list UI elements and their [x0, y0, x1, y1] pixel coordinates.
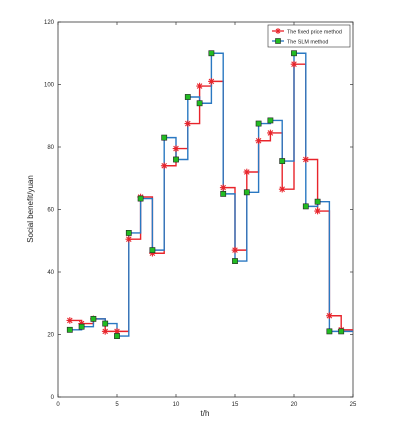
x-tick-label: 20	[291, 402, 298, 408]
data-point-slm	[161, 134, 168, 141]
asterisk-stroke	[196, 83, 203, 89]
data-point-fixed-price	[196, 82, 203, 90]
x-axis-label: t/h	[201, 409, 210, 418]
data-point-fixed-price	[267, 129, 274, 137]
y-axis-label: Social benefit/yuan	[26, 175, 35, 243]
data-point-fixed-price	[255, 137, 262, 145]
asterisk-stroke	[279, 186, 285, 192]
asterisk-stroke	[173, 145, 179, 152]
data-point-fixed-price	[302, 156, 310, 163]
y-tick-label: 120	[44, 20, 55, 26]
data-point-slm	[78, 323, 85, 330]
data-point-slm	[302, 203, 309, 210]
series-markers	[66, 50, 345, 339]
data-point-fixed-price	[66, 317, 74, 324]
data-point-fixed-price	[208, 78, 215, 85]
data-point-slm	[90, 315, 97, 322]
asterisk-stroke	[220, 184, 226, 191]
asterisk-stroke	[291, 61, 297, 67]
asterisk-stroke	[244, 169, 250, 175]
x-tick-label: 0	[56, 402, 60, 408]
x-tick-label: 15	[232, 402, 239, 408]
data-point-slm	[220, 190, 227, 197]
data-point-slm	[243, 189, 250, 196]
legend-entry-fixed-price: The fixed price method	[272, 28, 342, 36]
data-point-slm	[125, 230, 132, 236]
data-point-slm	[267, 117, 274, 124]
asterisk-stroke	[303, 156, 309, 163]
x-tick-label: 10	[173, 402, 180, 408]
y-tick-label: 60	[47, 208, 54, 214]
data-point-slm	[149, 247, 156, 254]
data-point-slm	[314, 198, 321, 205]
data-point-fixed-price	[231, 246, 239, 254]
y-tick-label: 20	[47, 333, 54, 339]
legend-label-fixed-price: The fixed price method	[287, 30, 342, 36]
data-point-slm	[184, 94, 191, 100]
asterisk-stroke	[185, 120, 191, 127]
data-point-fixed-price	[219, 184, 227, 191]
asterisk-stroke	[67, 317, 73, 324]
legend-marker-asterisk-icon	[275, 28, 281, 34]
data-point-fixed-price	[125, 235, 133, 243]
asterisk-stroke	[114, 328, 120, 335]
asterisk-stroke	[255, 137, 262, 144]
data-point-slm	[291, 50, 297, 57]
data-point-fixed-price	[172, 145, 180, 152]
data-point-fixed-price	[243, 168, 251, 176]
data-point-slm	[196, 100, 203, 107]
y-tick-label: 80	[47, 145, 54, 151]
y-tick-label: 100	[44, 83, 55, 89]
data-point-slm	[338, 328, 345, 335]
data-point-fixed-price	[160, 162, 168, 170]
legend-marker-square-icon	[275, 38, 281, 44]
data-point-fixed-price	[326, 312, 333, 320]
data-point-slm	[102, 320, 109, 327]
y-tick-label: 40	[47, 270, 54, 276]
asterisk-stroke	[102, 328, 108, 335]
data-point-slm	[326, 328, 333, 335]
data-point-slm	[279, 158, 286, 164]
x-tick-label: 25	[350, 402, 357, 408]
data-point-slm	[173, 156, 179, 163]
legend-label-slm: The SLM method	[287, 40, 328, 46]
data-point-slm	[114, 333, 120, 339]
asterisk-stroke	[126, 236, 132, 242]
legend-box	[267, 24, 351, 48]
data-point-slm	[66, 326, 73, 333]
asterisk-stroke	[267, 130, 274, 136]
asterisk-stroke	[232, 247, 238, 253]
asterisk-stroke	[161, 162, 167, 169]
asterisk-stroke	[208, 78, 215, 85]
data-point-fixed-price	[290, 60, 298, 68]
legend: The fixed price method The SLM method	[267, 24, 351, 48]
data-point-slm	[137, 195, 144, 202]
data-point-fixed-price	[184, 120, 192, 127]
axes: 0 5 10 15 20 25 0 20 40 60 80 100 120	[44, 20, 357, 408]
data-point-fixed-price	[314, 207, 321, 215]
data-point-slm	[208, 50, 215, 57]
asterisk-stroke	[314, 208, 321, 214]
data-point-slm	[232, 258, 238, 264]
y-tick-label: 0	[51, 395, 55, 401]
asterisk-stroke	[326, 312, 333, 319]
data-point-slm	[255, 120, 262, 127]
x-tick-label: 5	[115, 402, 119, 408]
data-point-fixed-price	[278, 185, 286, 193]
data-point-fixed-price	[101, 328, 109, 335]
legend-entry-slm: The SLM method	[272, 38, 328, 46]
